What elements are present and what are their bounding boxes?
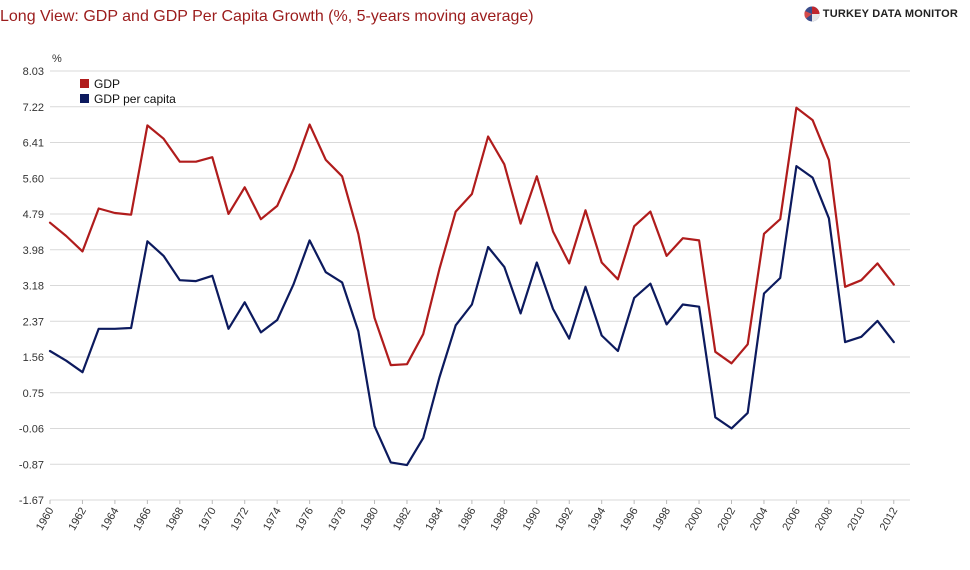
x-tick-label: 2002 (715, 506, 738, 533)
x-tick-label: 1990 (521, 506, 544, 533)
brand-logo: TURKEY DATA MONITOR (804, 6, 958, 22)
x-tick-label: 1986 (456, 506, 479, 533)
legend-label: GDP (94, 77, 120, 91)
x-tick-label: 1968 (164, 506, 187, 533)
y-tick-label: 7.22 (23, 102, 44, 114)
y-tick-label: 5.60 (23, 173, 44, 185)
y-axis-unit: % (52, 53, 62, 65)
x-tick-label: 1992 (553, 506, 576, 533)
y-tick-label: 8.03 (23, 66, 44, 78)
x-tick-label: 1976 (294, 506, 317, 533)
x-tick-label: 1962 (66, 506, 89, 533)
series-lines (48, 106, 895, 467)
series-line-gdp (48, 106, 895, 367)
grid-lines (50, 70, 910, 501)
x-tick-label: 1996 (618, 506, 641, 533)
x-axis-ticks: 1960 1962 1964 1966 1968 1970 1972 1974 1976 1978… (34, 500, 900, 533)
x-tick-label: 1974 (261, 506, 284, 533)
x-tick-label: 2010 (845, 506, 868, 533)
brand-name: TURKEY DATA MONITOR (822, 8, 958, 20)
x-tick-label: 1988 (488, 505, 511, 532)
x-tick-label: 1982 (391, 506, 414, 533)
x-tick-label: 1978 (326, 506, 349, 533)
y-tick-label: 1.56 (23, 352, 44, 364)
pie-globe-icon (804, 6, 820, 22)
y-tick-label: 4.79 (23, 209, 44, 221)
x-tick-label: 1970 (196, 506, 219, 533)
y-tick-label: 3.98 (23, 245, 44, 257)
x-tick-label: 2000 (683, 506, 706, 533)
x-tick-label: 2008 (813, 506, 836, 533)
y-tick-label: -1.67 (19, 495, 44, 507)
y-tick-label: 2.37 (23, 316, 44, 328)
x-tick-label: 2004 (748, 506, 771, 533)
x-tick-label: 1994 (586, 506, 609, 533)
x-tick-label: 1966 (131, 506, 154, 533)
legend-label: GDP per capita (94, 92, 176, 106)
x-tick-label: 2012 (878, 506, 901, 533)
x-tick-label: 1964 (99, 506, 122, 533)
x-tick-label: 1960 (34, 506, 57, 533)
y-tick-label: 6.41 (23, 138, 44, 150)
x-tick-label: 1998 (651, 506, 674, 533)
x-tick-label: 2006 (780, 506, 803, 533)
legend-swatch (80, 79, 89, 88)
x-tick-label: 1980 (358, 506, 381, 533)
y-tick-label: 0.75 (23, 388, 44, 400)
y-tick-label: -0.87 (19, 459, 44, 471)
y-tick-label: 3.18 (23, 281, 44, 293)
legend-swatch (80, 94, 89, 103)
y-tick-label: -0.06 (19, 424, 44, 436)
y-axis-ticks: 8.03 7.22 6.41 5.60 4.79 3.98 3.18 2.37 1.56 0.75… (19, 66, 44, 507)
x-tick-label: 1984 (423, 506, 446, 533)
chart-title: Long View: GDP and GDP Per Capita Growth… (0, 8, 534, 25)
series-line-gdp-per-capita (48, 165, 895, 467)
x-tick-label: 1972 (229, 506, 252, 533)
